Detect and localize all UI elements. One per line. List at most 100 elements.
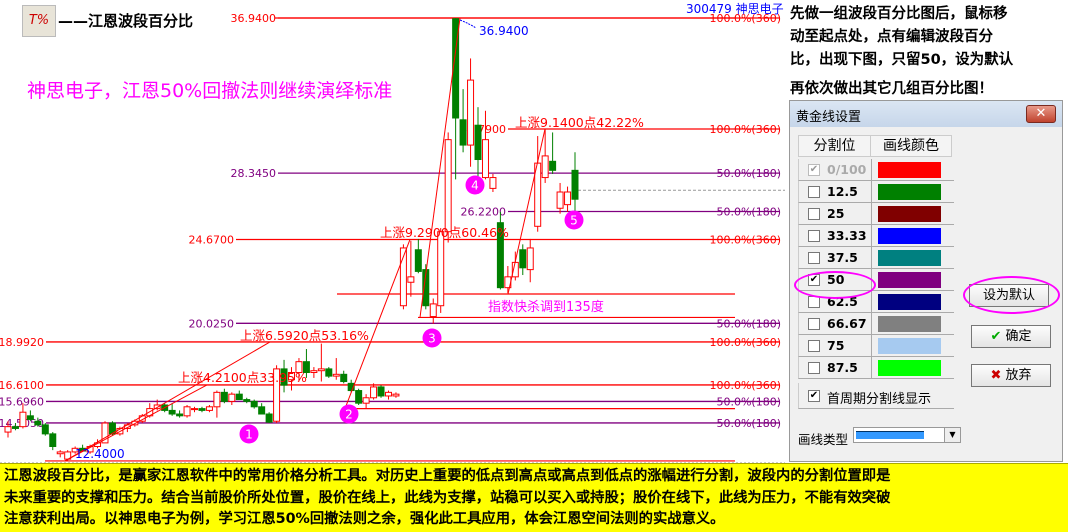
- line-type-preview: [856, 431, 924, 439]
- instruction-line: 先做一组波段百分比图后，鼠标移: [790, 6, 1008, 22]
- percent-label: 100.0%(360): [709, 123, 781, 136]
- wave-point-marker: [239, 424, 259, 444]
- level-checkbox[interactable]: [808, 362, 820, 374]
- golden-line-settings-dialog: 黄金线设置 ✕ 分割位 画线颜色 ✔ 0/100 12.5 25 33.33 3…: [789, 100, 1063, 462]
- candle-body: [474, 124, 482, 161]
- level-checkbox[interactable]: ✔: [808, 164, 820, 176]
- divider: [871, 291, 872, 313]
- percent-label: 50.0%(180): [716, 395, 781, 408]
- candle-body: [332, 373, 340, 377]
- price-label: 24.6700: [189, 233, 235, 246]
- level-checkbox[interactable]: [808, 186, 820, 198]
- candle-body: [213, 391, 221, 408]
- color-swatch[interactable]: [878, 338, 941, 354]
- color-swatch[interactable]: [878, 162, 941, 178]
- candle-body: [526, 247, 534, 271]
- ok-button[interactable]: ✔ 确定: [971, 325, 1051, 348]
- candle-body: [347, 382, 355, 392]
- checkmark-icon: ✔: [990, 329, 1002, 344]
- level-checkbox[interactable]: [808, 230, 820, 242]
- candle-body: [41, 424, 49, 435]
- highlight-ellipse: [794, 271, 876, 299]
- level-row-87.5[interactable]: 87.5: [798, 357, 954, 379]
- wave-point-number: 4: [471, 179, 479, 193]
- close-button[interactable]: ✕: [1026, 105, 1056, 123]
- candle-body: [265, 413, 273, 423]
- divider: [871, 203, 872, 225]
- candle-body: [220, 391, 228, 402]
- promo-text: 神思电子，江恩50%回撤法则继续演绎标准: [27, 80, 393, 102]
- line-type-select[interactable]: ▼: [853, 427, 961, 443]
- level-row-12.5[interactable]: 12.5: [798, 181, 954, 203]
- level-checkbox[interactable]: [808, 340, 820, 352]
- candle-body: [273, 368, 281, 422]
- cancel-button[interactable]: ✖ 放弃: [971, 364, 1051, 387]
- candle-body: [549, 160, 557, 171]
- dialog-title: 黄金线设置: [790, 101, 1062, 127]
- candle-body: [541, 155, 549, 179]
- candle-body: [295, 361, 303, 374]
- first-cycle-option[interactable]: ✔ 首周期分割线显示: [798, 383, 954, 409]
- percent-label: 50.0%(180): [716, 417, 781, 430]
- candle-body: [280, 368, 288, 386]
- candle-body: [414, 249, 422, 272]
- stock-label: 300479 神思电子: [686, 0, 784, 17]
- column-header-level: 分割位: [798, 135, 871, 157]
- candle-body: [377, 386, 385, 397]
- color-swatch[interactable]: [878, 360, 941, 376]
- level-value: 66.67: [827, 316, 867, 331]
- wave-point-number: 1: [245, 428, 253, 442]
- divider: [871, 313, 872, 335]
- color-swatch[interactable]: [878, 316, 941, 332]
- color-swatch[interactable]: [878, 228, 941, 244]
- color-swatch[interactable]: [878, 272, 941, 288]
- wave-point-number: 3: [428, 332, 436, 346]
- stock-code: 300479: [686, 2, 732, 16]
- color-swatch[interactable]: [878, 184, 941, 200]
- kline-chart[interactable]: 36.9400 100.0%(360)30.7900 100.0%(360)28.3…: [0, 0, 785, 463]
- level-value: 37.5: [827, 250, 858, 265]
- candle-body: [49, 433, 57, 448]
- divider: [871, 159, 872, 181]
- price-label: 18.9920: [0, 336, 44, 349]
- level-value: 0/100: [827, 162, 867, 177]
- wave-label: 上涨4.2100点33.95%: [178, 370, 307, 385]
- level-row-33.33[interactable]: 33.33: [798, 225, 954, 247]
- footer-line: 江恩波段百分比，是赢家江恩软件中的常用价格分析工具。对历史上重要的低点到高点或高…: [4, 468, 891, 484]
- divider: [871, 357, 872, 379]
- color-swatch[interactable]: [878, 206, 941, 222]
- low-marker-label: 12.4000: [75, 447, 125, 461]
- highlight-ellipse: [963, 276, 1060, 314]
- level-row-75[interactable]: 75: [798, 335, 954, 357]
- chevron-down-icon[interactable]: ▼: [944, 428, 960, 442]
- candle-body: [288, 372, 295, 381]
- level-checkbox[interactable]: [808, 208, 820, 220]
- level-row-25[interactable]: 25: [798, 203, 954, 225]
- level-checkbox[interactable]: [808, 318, 820, 330]
- percent-label: 100.0%(360): [709, 12, 781, 25]
- level-row-37.5[interactable]: 37.5: [798, 247, 954, 269]
- level-row-0-100[interactable]: ✔ 0/100: [798, 159, 954, 181]
- ok-label: 确定: [1005, 329, 1032, 344]
- price-label: 26.2200: [461, 205, 507, 218]
- high-marker-label: 36.9400: [479, 24, 529, 38]
- percent-label: 50.0%(180): [716, 167, 781, 180]
- first-cycle-checkbox[interactable]: ✔: [808, 390, 820, 402]
- level-row-62.5[interactable]: 62.5: [798, 291, 954, 313]
- candle-body: [26, 415, 34, 420]
- candle-body: [392, 393, 400, 397]
- wave-point-marker: [564, 210, 584, 230]
- percent-label: 100.0%(360): [709, 233, 781, 246]
- candle-body: [429, 303, 437, 318]
- tool-title: ——江恩波段百分比: [58, 12, 194, 30]
- price-label: 15.6960: [0, 395, 44, 408]
- candle-body: [459, 119, 467, 146]
- wave-point-marker: [465, 175, 485, 195]
- price-label: 28.3450: [231, 167, 277, 180]
- candle-body: [11, 426, 19, 429]
- candle-body: [496, 222, 504, 289]
- level-row-66.67[interactable]: 66.67: [798, 313, 954, 335]
- color-swatch[interactable]: [878, 250, 941, 266]
- level-checkbox[interactable]: [808, 252, 820, 264]
- color-swatch[interactable]: [878, 294, 941, 310]
